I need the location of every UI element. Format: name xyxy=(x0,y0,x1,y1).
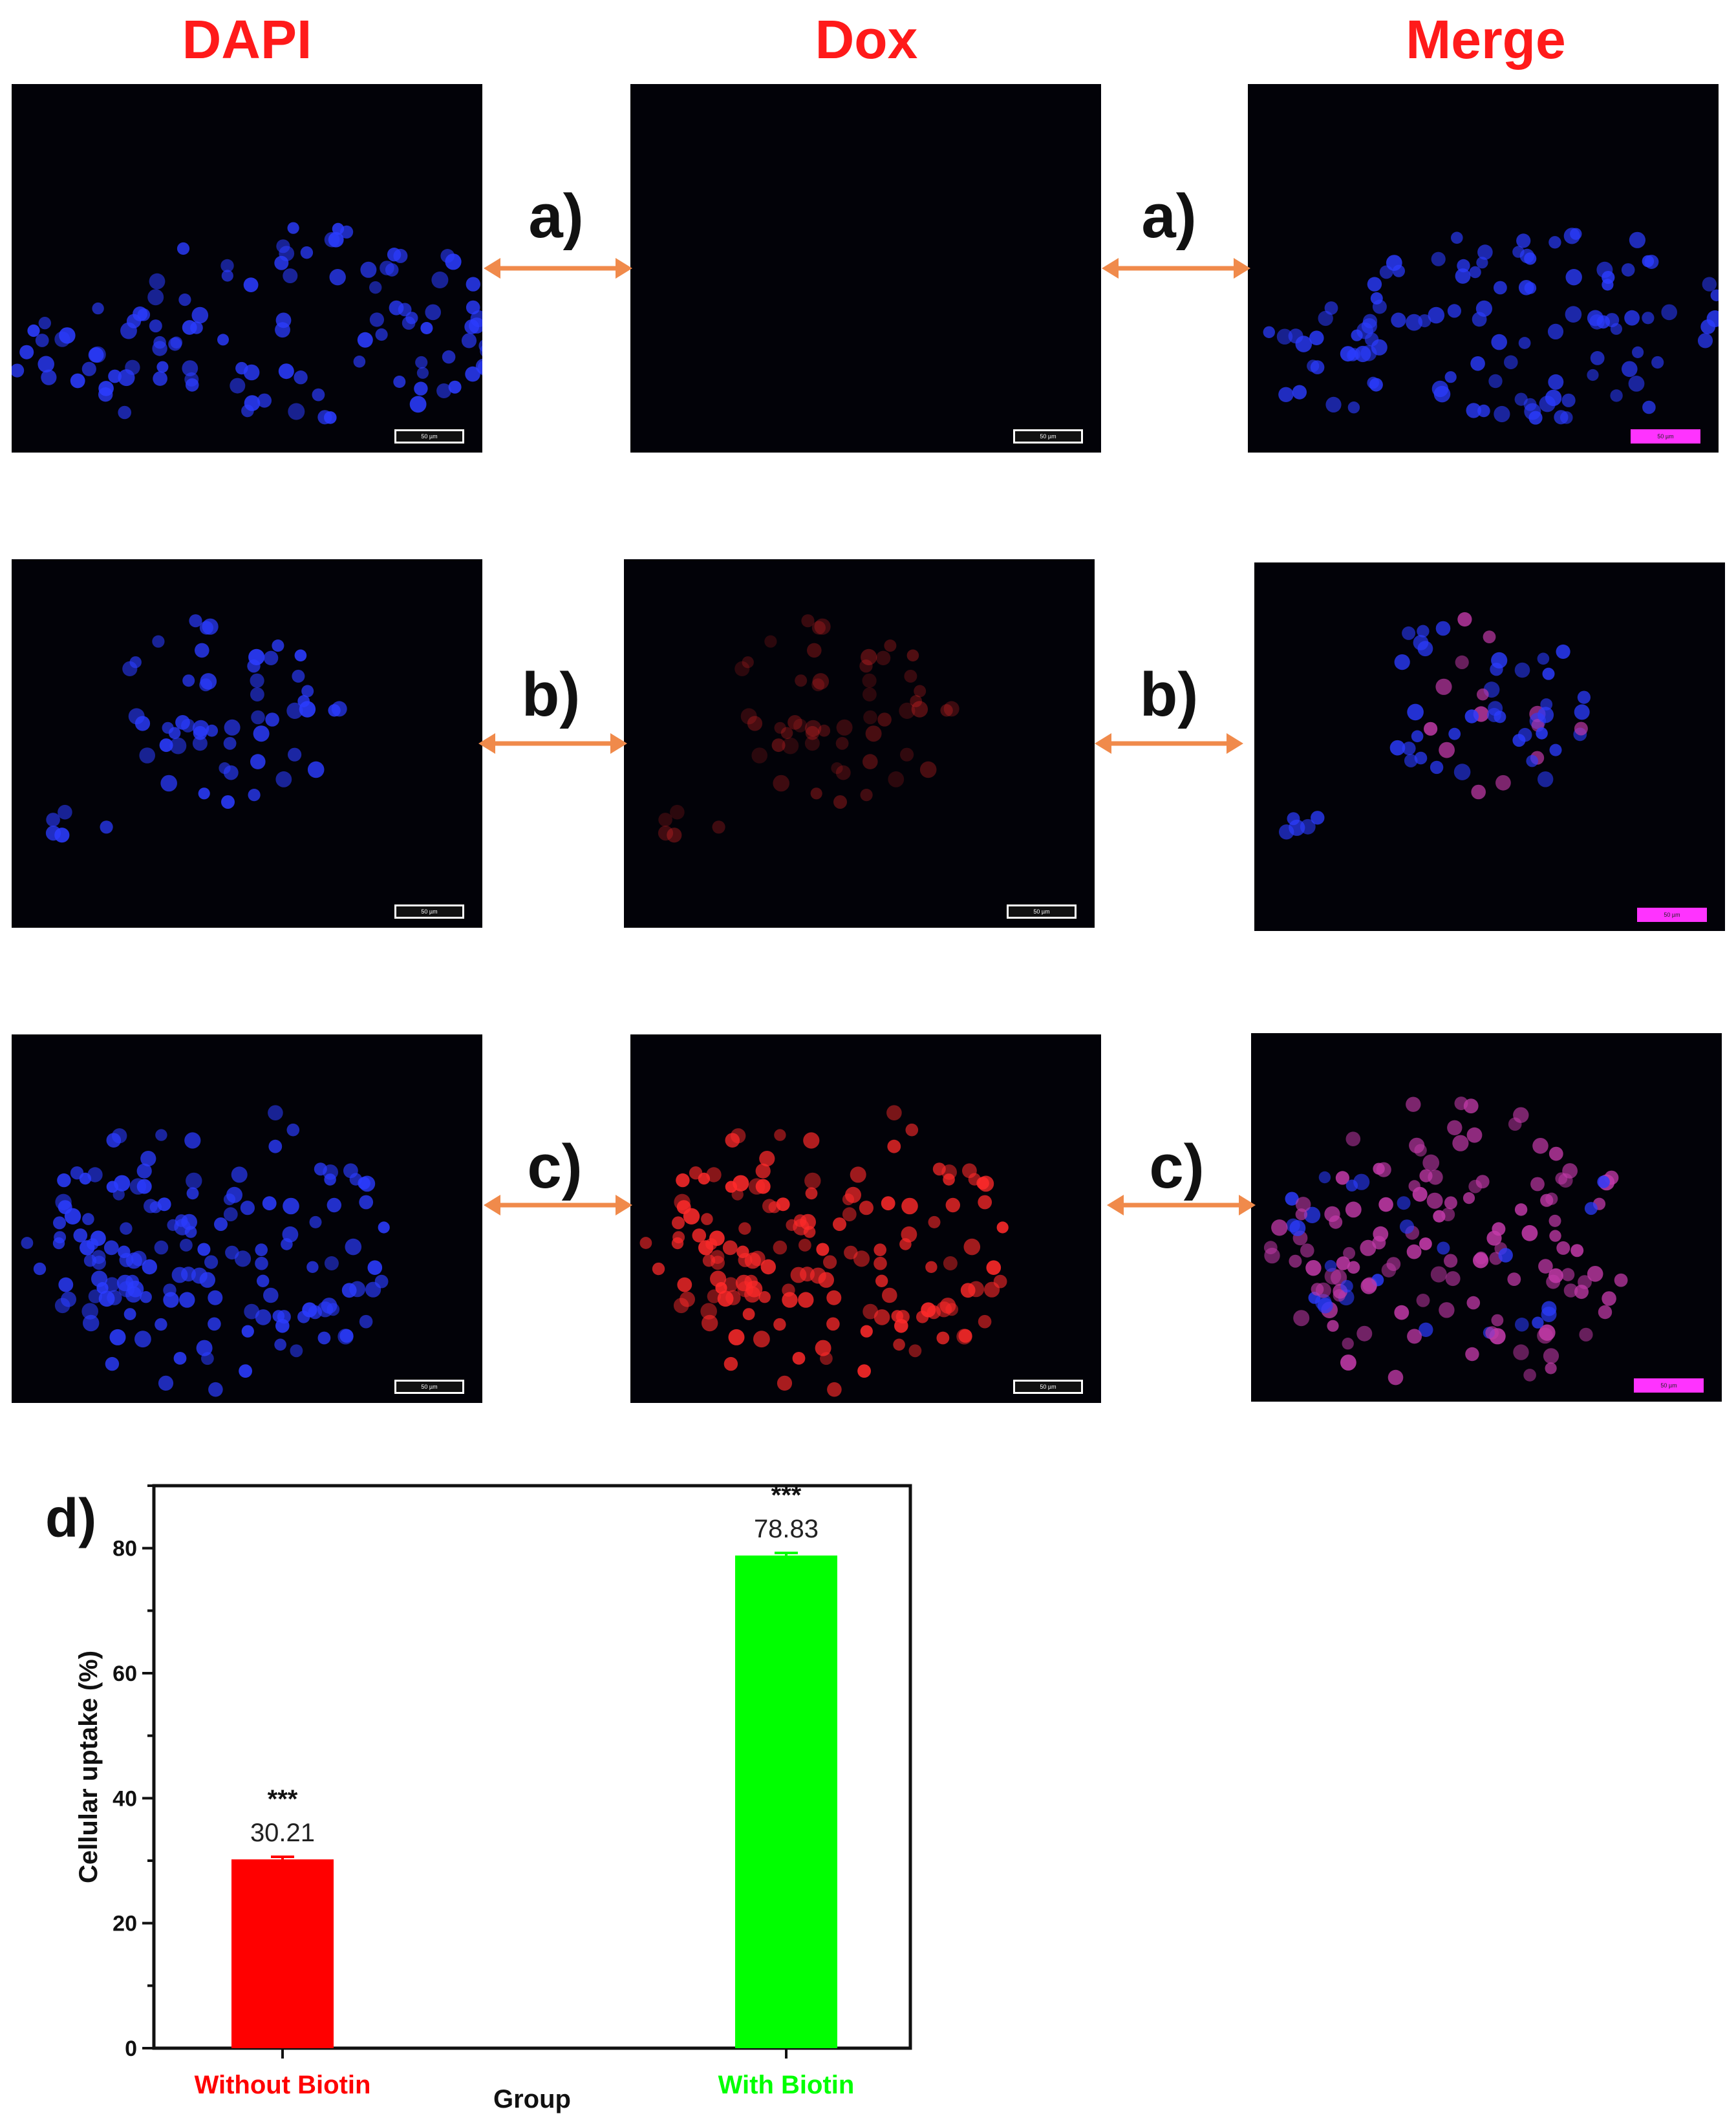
double-arrow-icon xyxy=(484,258,632,279)
panel-a-dapi: 50 µm xyxy=(12,84,482,453)
scale-bar: 50 µm xyxy=(1637,908,1707,922)
data-label: 78.83 xyxy=(754,1515,819,1543)
panel-c-dox: 50 µm xyxy=(630,1034,1101,1403)
column-title-dapi: DAPI xyxy=(182,9,312,70)
row-label-c-right: c) xyxy=(1149,1132,1205,1201)
panel-label-d: d) xyxy=(45,1488,97,1548)
micrograph-image xyxy=(12,222,482,425)
plot-frame xyxy=(152,1484,912,2050)
column-title-merge: Merge xyxy=(1406,9,1566,70)
scale-bar: 50 µm xyxy=(1631,429,1700,444)
bar-chart-svg: 0 20 40 60 80 Cellular uptake (%) 30.21 *** With… xyxy=(74,1481,912,2113)
panel-c-dapi: 50 µm xyxy=(12,1034,482,1403)
row-label-a-right: a) xyxy=(1141,182,1197,251)
row-label-a-left: a) xyxy=(528,182,584,251)
micrograph-image xyxy=(21,1105,390,1397)
x-category-label: With Biotin xyxy=(718,2071,855,2099)
double-arrow-icon xyxy=(484,1195,632,1215)
row-label-b-right: b) xyxy=(1139,660,1199,729)
panel-b-dapi: 50 µm xyxy=(12,559,482,928)
scale-bar: 50 µm xyxy=(394,904,464,919)
scale-bar: 50 µm xyxy=(1013,429,1083,444)
scale-bar: 50 µm xyxy=(394,429,464,444)
micrograph-image xyxy=(45,614,347,843)
significance-label: *** xyxy=(268,1785,298,1813)
micrograph-image xyxy=(1263,228,1719,425)
y-tick-label: 80 xyxy=(113,1537,137,1561)
y-tick-label: 0 xyxy=(125,2037,137,2061)
scale-bar: 50 µm xyxy=(1013,1380,1083,1394)
row-label-c-left: c) xyxy=(527,1132,583,1201)
y-tick-label: 20 xyxy=(113,1912,137,1936)
bar-chart: 0 20 40 60 80 Cellular uptake (%) 30.21 *** With… xyxy=(0,1455,931,2118)
panel-b-merge: 50 µm xyxy=(1254,562,1725,931)
significance-label: *** xyxy=(771,1481,802,1510)
bar-2 xyxy=(735,1555,837,2048)
bar-1 xyxy=(231,1859,334,2048)
y-tick-label: 40 xyxy=(113,1786,137,1811)
x-category-label: Without Biotin xyxy=(195,2071,371,2099)
data-label: 30.21 xyxy=(250,1819,315,1847)
micrograph-image xyxy=(630,84,1101,453)
panel-a-dox: 50 µm xyxy=(630,84,1101,453)
micrograph-image xyxy=(1279,612,1591,840)
x-axis-label: Group xyxy=(493,2085,571,2113)
double-arrow-icon xyxy=(478,733,627,754)
row-label-b-left: b) xyxy=(521,660,581,729)
scale-bar: 50 µm xyxy=(1634,1378,1704,1393)
column-title-dox: Dox xyxy=(815,9,918,70)
scale-bar: 50 µm xyxy=(394,1380,464,1394)
y-axis-label: Cellular uptake (%) xyxy=(74,1651,103,1883)
double-arrow-icon xyxy=(1095,733,1243,754)
double-arrow-icon xyxy=(1102,258,1250,279)
double-arrow-icon xyxy=(1107,1195,1256,1215)
micrograph-image xyxy=(639,1105,1009,1397)
panel-a-merge: 50 µm xyxy=(1248,84,1719,453)
panel-b-dox: 50 µm xyxy=(624,559,1095,928)
panel-c-merge: 50 µm xyxy=(1251,1033,1722,1402)
scale-bar: 50 µm xyxy=(1007,904,1077,919)
y-tick-label: 60 xyxy=(113,1662,137,1686)
micrograph-image xyxy=(658,614,959,843)
micrograph-image xyxy=(1263,1096,1628,1385)
